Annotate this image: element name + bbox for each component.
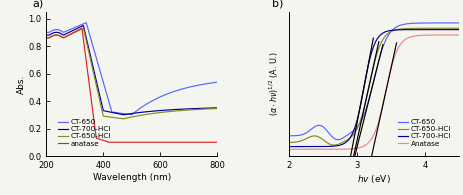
Line: Anatase: Anatase [288, 35, 458, 149]
CT-700-HCl [61, 34, 67, 36]
anatase [180, 141, 185, 144]
CT-700-HCl [285, 145, 291, 148]
Line: CT-700-HCl: CT-700-HCl [46, 26, 217, 115]
CT-650 [44, 31, 49, 34]
Legend: CT-650, CT-700-HCl, CT-650-HCl, anatase: CT-650, CT-700-HCl, CT-650-HCl, anatase [55, 116, 114, 150]
Anatase [360, 145, 366, 147]
CT-650-HCl [421, 27, 427, 29]
Text: a): a) [33, 0, 44, 9]
CT-650 [361, 113, 366, 116]
Anatase [354, 147, 360, 149]
CT-650 [303, 132, 308, 134]
CT-650-HCl [456, 27, 461, 29]
CT-700-HCl [303, 145, 308, 148]
CT-700-HCl [180, 108, 185, 110]
CT-650 [129, 114, 134, 116]
CT-650 [161, 94, 166, 96]
Line: CT-650: CT-650 [288, 23, 458, 140]
anatase [61, 36, 67, 39]
CT-650 [177, 89, 182, 91]
Anatase [421, 34, 427, 36]
CT-650-HCl [331, 144, 336, 146]
CT-700-HCl [421, 28, 427, 31]
CT-700-HCl [81, 24, 86, 27]
Text: b): b) [271, 0, 282, 9]
CT-650 [83, 21, 89, 24]
CT-700-HCl [418, 28, 424, 31]
anatase [113, 141, 118, 144]
anatase [161, 141, 166, 144]
CT-700-HCl [214, 107, 219, 109]
CT-700-HCl [360, 87, 366, 89]
CT-650 [61, 31, 67, 33]
CT-650-HCl [44, 37, 49, 39]
CT-650 [421, 22, 427, 24]
CT-700-HCl [456, 28, 461, 31]
CT-700-HCl [402, 28, 408, 31]
anatase [44, 37, 49, 39]
Line: CT-650-HCl: CT-650-HCl [288, 28, 458, 145]
CT-650-HCl [285, 141, 291, 144]
CT-650 [456, 22, 461, 24]
X-axis label: $hv$ (eV): $hv$ (eV) [357, 173, 390, 185]
CT-700-HCl [113, 112, 118, 114]
CT-700-HCl [119, 113, 124, 116]
CT-650 [402, 23, 408, 25]
Anatase [418, 34, 424, 36]
CT-650-HCl [418, 27, 424, 29]
CT-650-HCl [214, 107, 219, 110]
CT-700-HCl [161, 109, 166, 111]
Line: CT-700-HCl: CT-700-HCl [288, 30, 458, 147]
CT-650-HCl [354, 126, 360, 128]
CT-650 [180, 88, 185, 90]
CT-650 [119, 112, 124, 114]
CT-650 [285, 135, 291, 137]
CT-700-HCl [177, 108, 182, 110]
CT-650-HCl [361, 107, 366, 109]
CT-650-HCl [81, 27, 86, 29]
CT-650-HCl [402, 27, 408, 30]
Anatase [402, 38, 408, 40]
anatase [177, 141, 182, 144]
Y-axis label: Abs.: Abs. [17, 74, 25, 94]
CT-650-HCl [180, 109, 185, 112]
Anatase [303, 148, 308, 151]
CT-650 [354, 125, 360, 127]
CT-650-HCl [61, 36, 67, 39]
Line: CT-650: CT-650 [46, 23, 217, 115]
anatase [214, 141, 219, 144]
CT-700-HCl [120, 114, 126, 116]
CT-700-HCl [44, 34, 49, 36]
anatase [106, 141, 112, 144]
X-axis label: Wavelength (nm): Wavelength (nm) [93, 173, 170, 182]
Anatase [285, 148, 291, 151]
CT-650 [214, 81, 219, 83]
CT-650-HCl [161, 111, 166, 113]
Line: anatase: anatase [46, 28, 217, 142]
Anatase [456, 34, 461, 36]
CT-650-HCl [177, 109, 182, 112]
CT-650-HCl [120, 118, 125, 120]
CT-650 [334, 138, 340, 141]
Y-axis label: $(\alpha \cdot h\nu)^{1/2}$ (A. U.): $(\alpha \cdot h\nu)^{1/2}$ (A. U.) [267, 51, 281, 116]
CT-650 [113, 111, 118, 114]
CT-650-HCl [303, 137, 308, 140]
Legend: CT-650, CT-650-HCl, CT-700-HCl, Anatase: CT-650, CT-650-HCl, CT-700-HCl, Anatase [394, 116, 453, 150]
CT-650-HCl [119, 118, 124, 120]
anatase [79, 27, 85, 29]
CT-700-HCl [354, 116, 360, 119]
CT-650 [418, 22, 424, 24]
Line: CT-650-HCl: CT-650-HCl [46, 28, 217, 119]
anatase [119, 141, 125, 144]
CT-650-HCl [113, 117, 118, 119]
